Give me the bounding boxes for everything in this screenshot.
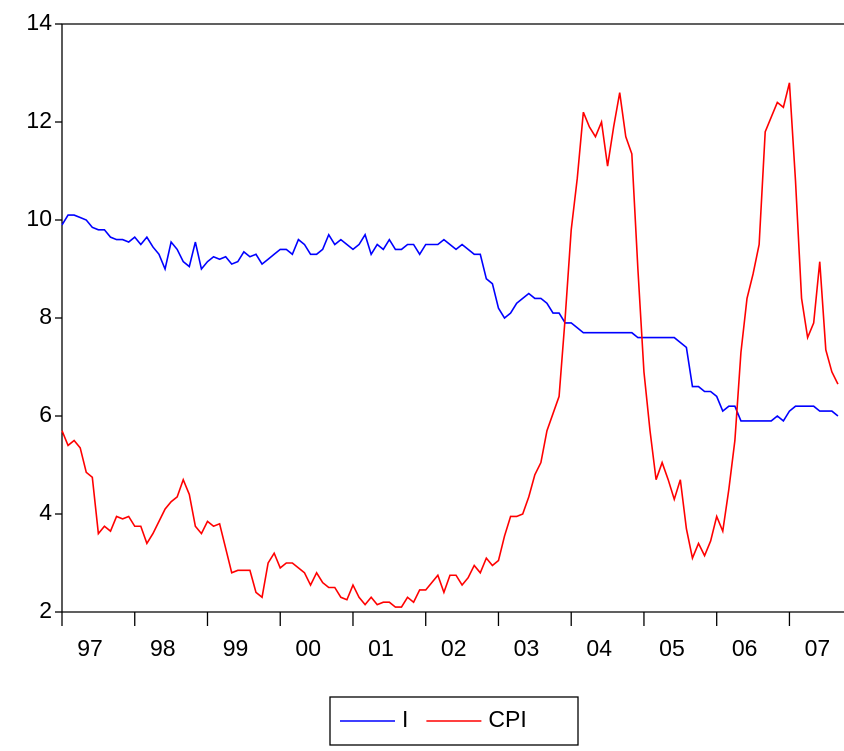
x-tick-label: 97: [77, 635, 103, 661]
x-tick-label: 03: [514, 635, 540, 661]
legend-label: CPI: [488, 706, 526, 732]
x-tick-label: 07: [805, 635, 831, 661]
x-tick-label: 04: [586, 635, 612, 661]
y-tick-label: 14: [26, 9, 52, 35]
series-line: [61, 82, 839, 608]
y-tick-label: 10: [26, 205, 52, 231]
x-tick-label: 98: [150, 635, 176, 661]
y-tick-label: 12: [26, 107, 52, 133]
y-tick-label: 8: [39, 303, 52, 329]
y-tick-label: 4: [39, 499, 52, 525]
x-tick-label: 01: [368, 635, 394, 661]
x-tick-label: 05: [659, 635, 685, 661]
x-tick-label: 06: [732, 635, 758, 661]
x-tick-label: 02: [441, 635, 467, 661]
legend-label: I: [402, 706, 408, 732]
series-line: [61, 214, 839, 423]
plot-frame: [61, 23, 844, 613]
y-tick-label: 2: [39, 597, 52, 623]
y-tick-label: 6: [39, 401, 52, 427]
x-tick-label: 00: [295, 635, 321, 661]
x-tick-label: 99: [223, 635, 249, 661]
